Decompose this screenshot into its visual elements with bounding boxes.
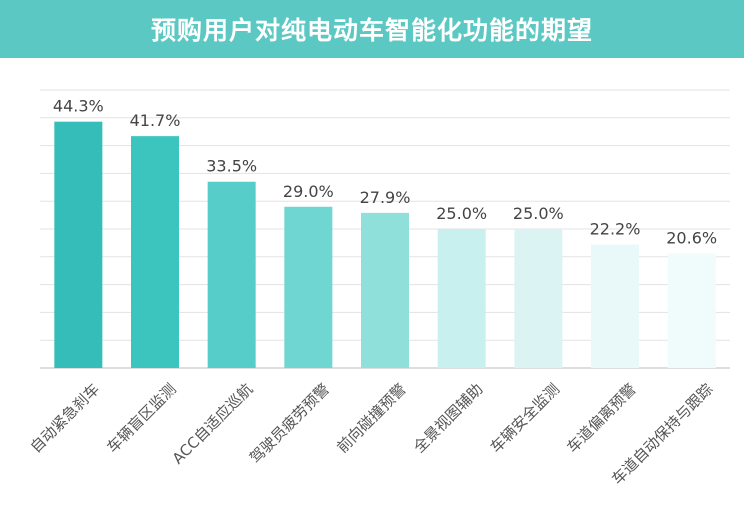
bars (54, 121, 716, 368)
bar-2 (131, 136, 179, 368)
value-label-2: 41.7% (130, 111, 181, 130)
bar-5 (361, 212, 409, 368)
category-label-7: 车辆安全监测 (487, 380, 563, 456)
value-label-8: 22.2% (590, 220, 641, 239)
title-banner: 预购用户对纯电动车智能化功能的期望 (0, 0, 744, 58)
bar-4 (284, 206, 333, 368)
bar-8 (591, 244, 639, 368)
bar-9 (667, 253, 716, 368)
value-label-7: 25.0% (513, 204, 564, 223)
bar-chart: 44.3% 41.7% 33.5% 29.0% 27.9% 25.0% 25.0% 22.2%… (27, 89, 730, 488)
category-label-5: 前向碰撞预警 (333, 380, 409, 456)
value-label-1: 44.3% (53, 97, 104, 116)
category-label-3: ACC自适应巡航 (169, 380, 257, 468)
category-label-6: 全景视图辅助 (410, 380, 486, 456)
bar-6 (437, 229, 486, 368)
category-label-1: 自动紧急刹车 (27, 380, 103, 456)
bar-3 (207, 181, 256, 368)
value-label-5: 27.9% (360, 188, 411, 207)
category-label-2: 车辆盲区监测 (103, 380, 179, 456)
category-label-4: 驾驶员疲劳预警 (246, 380, 333, 467)
bar-1 (54, 121, 103, 368)
value-label-6: 25.0% (436, 204, 487, 223)
chart-title: 预购用户对纯电动车智能化功能的期望 (150, 16, 593, 45)
value-label-9: 20.6% (666, 228, 717, 247)
value-labels: 44.3% 41.7% 33.5% 29.0% 27.9% 25.0% 25.0% 22.2%… (53, 97, 717, 248)
bar-7 (514, 229, 563, 368)
category-labels: 自动紧急刹车 车辆盲区监测ACC自适应巡航驾驶员疲劳预警 前向碰撞预警 全景视图辅助车… (27, 380, 717, 488)
value-label-4: 29.0% (283, 182, 334, 201)
value-label-3: 33.5% (206, 157, 257, 176)
category-label-8: 车道偏离预警 (563, 380, 639, 456)
